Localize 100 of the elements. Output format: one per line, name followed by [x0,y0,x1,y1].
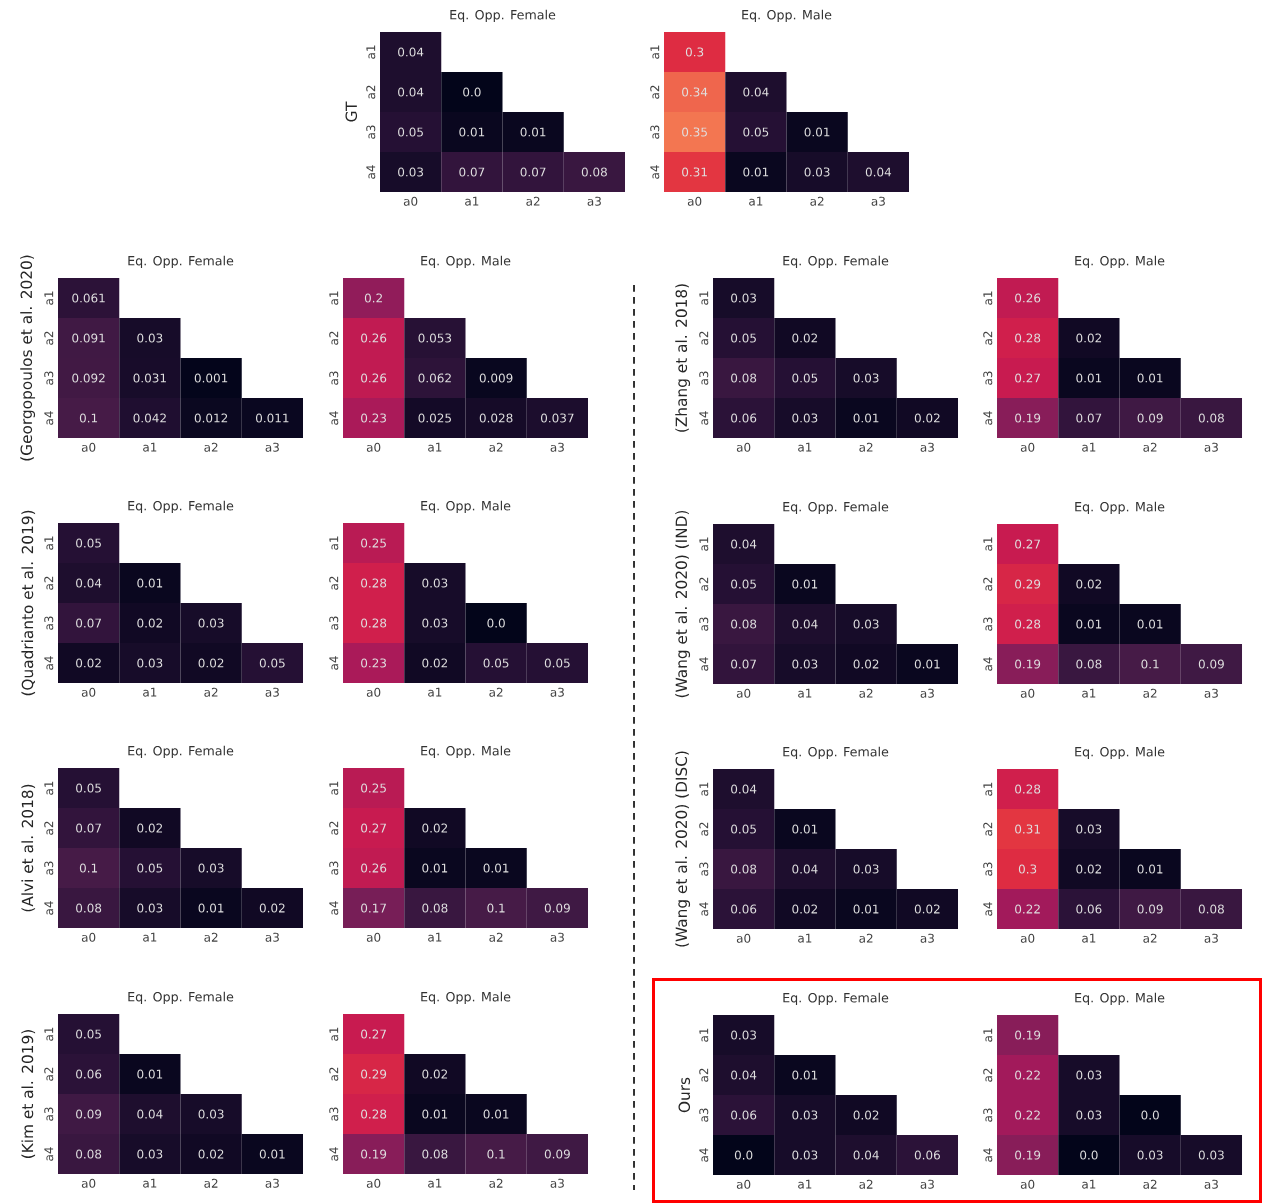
x-tick-label: a0 [1020,442,1035,452]
x-tick-label: a3 [920,442,934,452]
y-tick-label: a3 [650,125,660,139]
y-tick-label: a4 [329,656,339,670]
x-tick-label: a3 [265,687,279,697]
x-tick-label: a2 [1143,688,1157,698]
data-label: 0.02 [1076,864,1102,874]
x-tick-label: a3 [1204,688,1218,698]
x-tick-label: a0 [81,687,96,697]
x-tick-label: a3 [550,932,564,942]
y-tick-label: a3 [329,1107,339,1121]
data-label: 0.01 [483,1109,509,1119]
y-tick-label: a1 [983,1028,993,1042]
data-label: 0.2 [364,293,382,303]
x-tick-label: a2 [1143,933,1157,943]
data-label: 0.03 [1076,1070,1102,1080]
y-tick-label: a2 [650,85,660,99]
y-tick-label: a4 [329,901,339,915]
data-label: 0.08 [731,373,757,383]
data-label: 0.04 [865,167,892,177]
x-tick-label: a0 [736,688,751,698]
y-tick-label: a4 [650,165,660,179]
x-tick-label: a1 [428,932,442,942]
y-tick-label: a3 [329,861,339,875]
x-tick-label: a0 [366,932,381,942]
data-label: 0.06 [731,413,757,423]
x-tick-label: a2 [1143,1179,1157,1189]
data-label: 0.03 [422,618,448,628]
data-label: 0.07 [520,167,546,177]
y-tick-label: a1 [329,536,339,550]
y-tick-label: a1 [329,781,339,795]
data-label: 0.19 [361,1149,387,1159]
data-label: 0.02 [259,903,285,913]
data-label: 0.01 [804,127,830,137]
data-label: 0.34 [682,87,708,97]
data-label: 0.01 [853,413,879,423]
y-tick-label: a4 [329,1147,339,1161]
x-tick-label: a3 [920,933,934,943]
data-label: 0.05 [483,658,509,668]
data-label: 0.06 [731,904,757,914]
data-label: 0.3 [685,47,704,57]
data-label: 0.05 [398,127,423,137]
y-tick-label: a2 [44,821,54,835]
y-tick-label: a3 [44,1107,54,1121]
data-label: 0.042 [133,413,166,423]
x-tick-label: a3 [1204,442,1218,452]
y-tick-label: a2 [329,331,339,345]
y-tick-label: a3 [329,616,339,630]
data-label: 0.03 [137,658,163,668]
data-label: 0.05 [731,579,756,589]
data-label: 0.19 [1015,413,1041,423]
y-axis-title: (Zhang et al. 2018) [675,284,691,432]
data-label: 0.03 [198,863,224,873]
x-tick-label: a2 [489,932,503,942]
data-label: 0.09 [1137,904,1163,914]
y-tick-label: a4 [699,657,709,671]
data-label: 0.02 [792,904,818,914]
data-label: 0.05 [137,863,163,873]
x-tick-label: a3 [1204,1179,1218,1189]
data-label: 0.17 [361,903,386,913]
y-tick-label: a3 [983,371,993,385]
data-label: 0.031 [133,373,166,383]
x-tick-label: a0 [1020,688,1035,698]
data-label: 0.03 [792,413,818,423]
data-label: 0.08 [76,1149,102,1159]
data-label: 0.03 [1137,1150,1163,1160]
x-tick-label: a0 [687,196,702,206]
data-label: 0.01 [259,1149,285,1159]
data-label: 0.03 [804,167,830,177]
y-axis-title: (Alvi et al. 2018) [21,784,36,912]
y-tick-label: a1 [983,782,993,796]
y-tick-label: a3 [44,371,54,385]
data-label: 0.08 [1198,413,1224,423]
x-tick-label: a3 [587,196,601,206]
data-label: 0.26 [1015,293,1041,303]
data-label: 0.0 [734,1150,753,1160]
y-tick-label: a4 [329,411,339,425]
data-label: 0.04 [743,87,769,97]
data-label: 0.07 [1076,413,1102,423]
x-tick-label: a2 [489,1178,503,1188]
data-label: 0.07 [731,659,756,669]
data-label: 0.06 [1076,904,1102,914]
x-tick-label: a1 [798,1179,812,1189]
y-axis-title: Ours [678,1077,691,1113]
x-tick-label: a0 [366,687,381,697]
data-label: 0.091 [72,333,105,343]
data-label: 0.01 [1137,373,1163,383]
data-label: 0.03 [792,1110,818,1120]
y-tick-label: a3 [699,862,709,876]
x-tick-label: a1 [1082,688,1096,698]
data-label: 0.01 [483,863,509,873]
data-label: 0.04 [731,784,757,794]
data-label: 0.26 [361,373,387,383]
data-label: 0.31 [1015,824,1040,834]
data-label: 0.19 [1015,1030,1041,1040]
data-label: 0.04 [731,539,757,549]
data-label: 0.19 [1015,1150,1041,1160]
chart-title: Eq. Opp. Female [783,992,889,1005]
data-label: 0.1 [79,413,98,423]
x-tick-label: a2 [859,688,873,698]
